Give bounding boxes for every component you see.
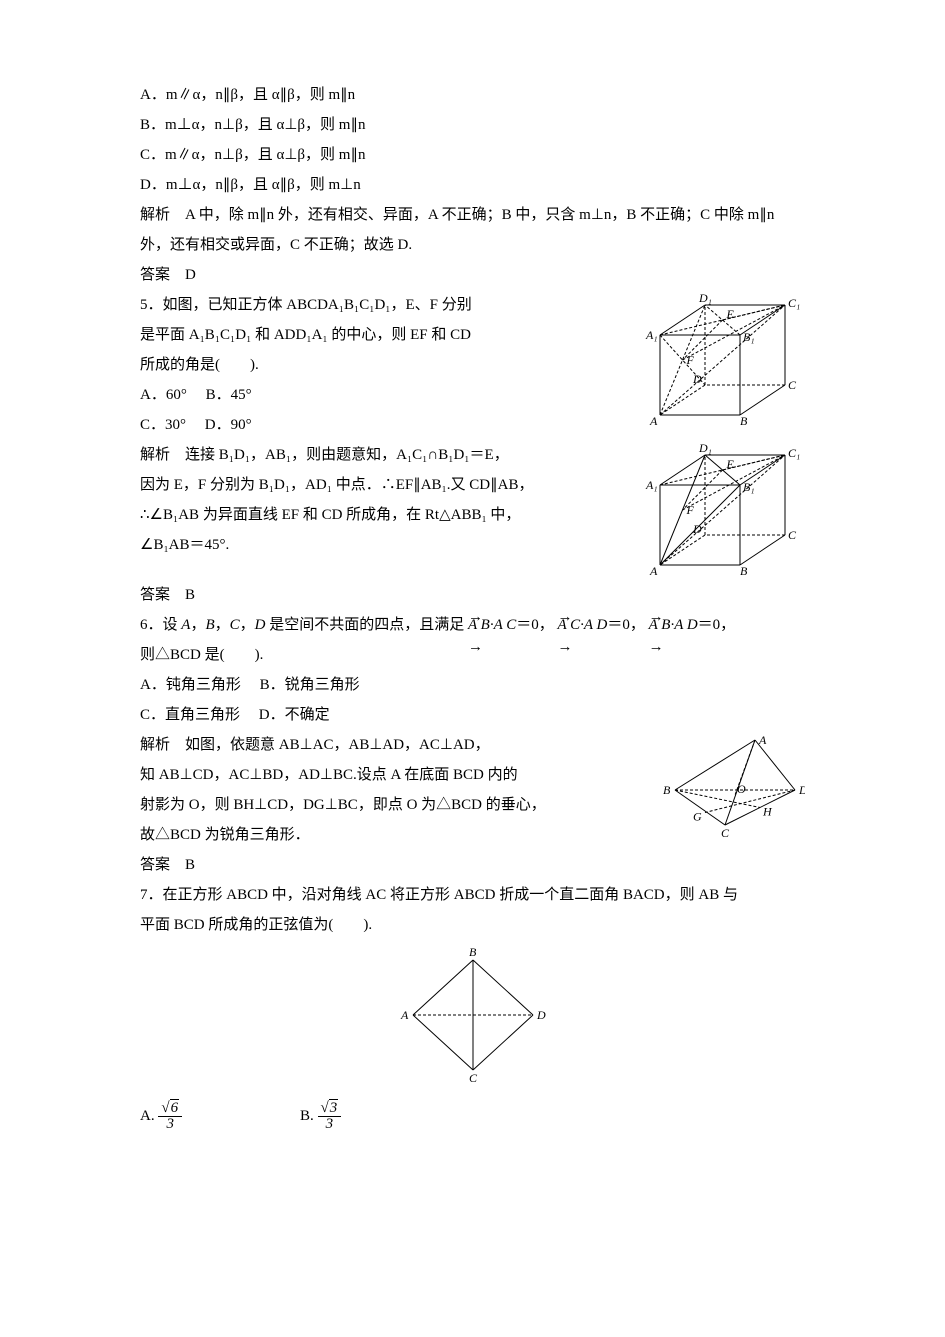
- q6-opt-b: B．锐角三角形: [260, 677, 360, 693]
- svg-text:C: C: [788, 528, 797, 542]
- q6-opt-d: D．不确定: [259, 707, 330, 723]
- q6-opts-cd: C．直角三角形 D．不确定: [140, 700, 805, 730]
- svg-text:D: D: [692, 522, 702, 536]
- q5-analysis-1: 解析 连接 B₁D₁，AB₁，则由题意知，A₁C₁∩B₁D₁＝E，: [140, 440, 625, 470]
- q5-analysis-2: 因为 E，F 分别为 B₁D₁，AD₁ 中点．∴EF∥AB₁.又 CD∥AB，: [140, 470, 625, 500]
- q7-figure: A B C D: [140, 940, 805, 1101]
- svg-text:A: A: [758, 733, 767, 747]
- q6-answer: 答案 B: [140, 850, 805, 880]
- q5-opts-ab: A．60° B．45°: [140, 380, 625, 410]
- q6-analysis-2: 知 AB⊥CD，AC⊥BD，AD⊥BC.设点 A 在底面 BCD 内的: [140, 760, 645, 790]
- q5-figure-2: A B C D A₁ B₁ C₁ D₁ E F: [635, 440, 805, 580]
- q6-analysis-4: 故△BCD 为锐角三角形．: [140, 820, 645, 850]
- q4-answer: 答案 D: [140, 260, 805, 290]
- svg-text:B₁: B₁: [743, 480, 755, 494]
- svg-text:A: A: [649, 414, 658, 428]
- svg-text:E: E: [726, 307, 735, 321]
- q5-opt-a: A．60°: [140, 387, 187, 403]
- q5-stem-2: 是平面 A₁B₁C₁D₁ 和 ADD₁A₁ 的中心，则 EF 和 CD: [140, 320, 625, 350]
- q4-opt-c: C．m∥α，n⊥β，且 α⊥β，则 m∥n: [140, 140, 805, 170]
- svg-text:B: B: [663, 783, 671, 797]
- svg-text:B: B: [740, 564, 748, 578]
- svg-text:F: F: [686, 503, 695, 517]
- svg-text:F: F: [686, 353, 695, 367]
- svg-text:A₁: A₁: [645, 328, 658, 342]
- q5-stem-1: 5．如图，已知正方体 ABCDA₁B₁C₁D₁，E、F 分别: [140, 290, 625, 320]
- q4-analysis: 解析 A 中，除 m∥n 外，还有相交、异面，A 不正确；B 中，只含 m⊥n，…: [140, 200, 805, 260]
- q6-opt-c: C．直角三角形: [140, 707, 240, 723]
- svg-text:E: E: [726, 457, 735, 471]
- svg-text:D: D: [692, 372, 702, 386]
- svg-text:C: C: [788, 378, 797, 392]
- q5-analysis-4: ∠B₁AB＝45°.: [140, 530, 625, 560]
- q7-opt-a-prefix: A.: [140, 1108, 155, 1124]
- q4-opt-b: B．m⊥α，n⊥β，且 α⊥β，则 m∥n: [140, 110, 805, 140]
- svg-text:D: D: [536, 1008, 546, 1022]
- svg-text:C: C: [721, 826, 730, 840]
- svg-text:A: A: [400, 1008, 409, 1022]
- q7-stem-1: 7．在正方形 ABCD 中，沿对角线 AC 将正方形 ABCD 折成一个直二面角…: [140, 880, 805, 910]
- svg-text:D₁: D₁: [698, 291, 712, 305]
- svg-text:C: C: [469, 1071, 478, 1085]
- q7-opt-b-frac: √3 3: [318, 1101, 342, 1132]
- q6-figure: A B C D O G H: [655, 730, 805, 840]
- q7-opt-b-prefix: B.: [300, 1108, 314, 1124]
- svg-text:D: D: [798, 783, 805, 797]
- q7-stem-2: 平面 BCD 所成角的正弦值为( ).: [140, 910, 805, 940]
- q5-opts-cd: C．30° D．90°: [140, 410, 625, 440]
- q7-opts-ab: A. √6 3 B. √3 3: [140, 1101, 805, 1132]
- q4-opt-a: A．m∥α，n∥β，且 α∥β，则 m∥n: [140, 80, 805, 110]
- q5-figure-1: A B C D A₁ B₁ C₁ D₁ E F: [635, 290, 805, 430]
- q5-opt-b: B．45°: [206, 387, 252, 403]
- svg-text:C₁: C₁: [788, 296, 800, 310]
- svg-text:O: O: [737, 782, 746, 796]
- q6-analysis-3: 射影为 O，则 BH⊥CD，DG⊥BC，即点 O 为△BCD 的垂心，: [140, 790, 645, 820]
- q5-analysis-3: ∴∠B₁AB 为异面直线 EF 和 CD 所成角，在 Rt△ABB₁ 中，: [140, 500, 625, 530]
- svg-text:B: B: [469, 945, 477, 959]
- svg-text:G: G: [693, 810, 702, 824]
- svg-text:A₁: A₁: [645, 478, 658, 492]
- q6-stem-vec: 6．设 A，B，C，D 是空间不共面的四点，且满足 → →A B·A C＝0， …: [140, 610, 805, 640]
- q6-opts-ab: A．钝角三角形 B．锐角三角形: [140, 670, 805, 700]
- svg-text:C₁: C₁: [788, 446, 800, 460]
- q5-opt-d: D．90°: [205, 417, 252, 433]
- q4-opt-d: D．m⊥α，n∥β，且 α∥β，则 m⊥n: [140, 170, 805, 200]
- q6-analysis-1: 解析 如图，依题意 AB⊥AC，AB⊥AD，AC⊥AD，: [140, 730, 645, 760]
- svg-text:D₁: D₁: [698, 441, 712, 455]
- svg-text:B₁: B₁: [743, 330, 755, 344]
- svg-text:A: A: [649, 564, 658, 578]
- q5-opt-c: C．30°: [140, 417, 186, 433]
- q5-stem-3: 所成的角是( ).: [140, 350, 625, 380]
- svg-text:B: B: [740, 414, 748, 428]
- q7-opt-a-frac: √6 3: [158, 1101, 182, 1132]
- q6-opt-a: A．钝角三角形: [140, 677, 241, 693]
- svg-text:H: H: [762, 805, 773, 819]
